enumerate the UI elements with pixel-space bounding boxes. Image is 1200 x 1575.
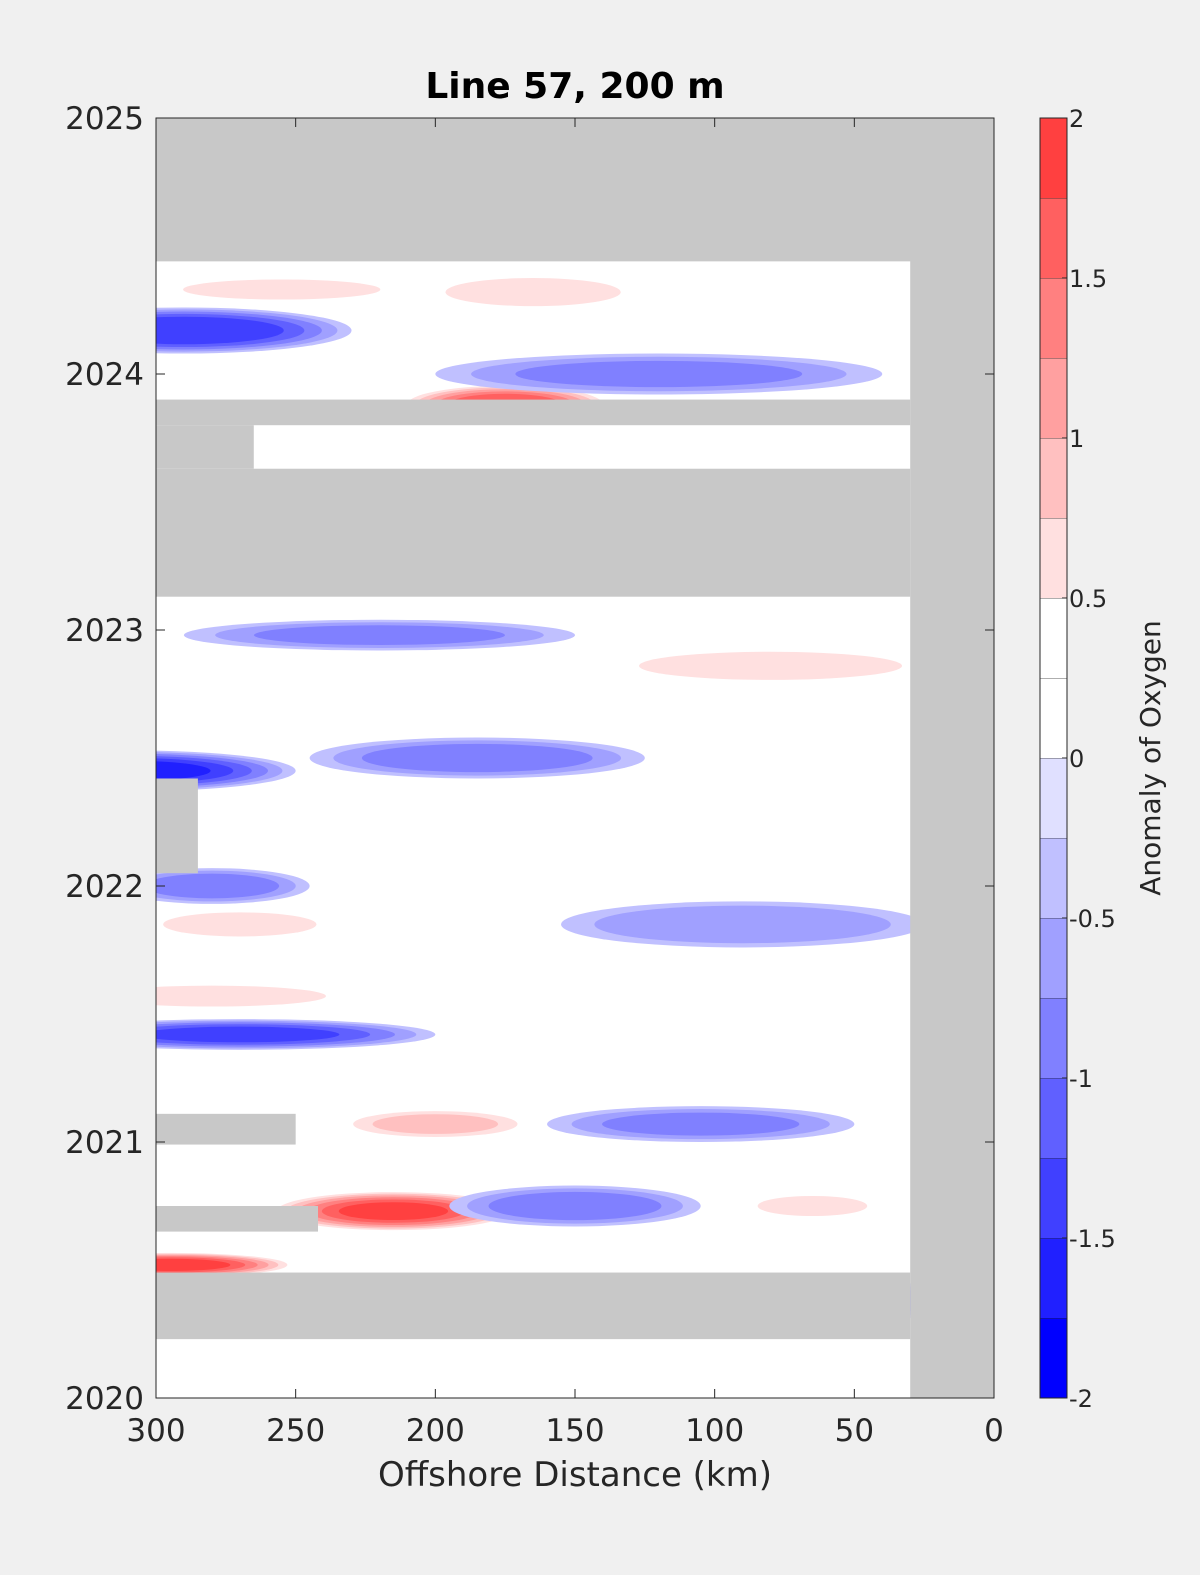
colorbar-tick-label: -1 <box>1069 1065 1093 1093</box>
contour-level <box>156 316 284 345</box>
colorbar-swatch <box>1040 118 1067 198</box>
colorbar-swatches <box>1040 117 1067 1398</box>
contour-level <box>163 912 317 937</box>
colorbar-swatch <box>1040 918 1067 998</box>
contour-level <box>156 985 326 1007</box>
contour-level <box>594 905 891 944</box>
colorbar-swatch <box>1040 438 1067 518</box>
colorbar-tick-label: 0.5 <box>1069 585 1107 613</box>
anomaly-blob <box>561 901 925 948</box>
colorbar-swatch <box>1040 1238 1067 1318</box>
y-tick-label: 2024 <box>65 357 144 393</box>
y-tick-label: 2022 <box>65 869 144 905</box>
x-tick-label: 100 <box>685 1413 744 1449</box>
x-tick-label: 0 <box>984 1413 1004 1449</box>
y-axis-ticks: 2025 2024 2023 2022 2021 2020 <box>65 101 994 1417</box>
anomaly-blob <box>267 1190 520 1232</box>
contour-level <box>156 1026 340 1043</box>
no-data-region <box>910 118 994 1398</box>
contour-level <box>156 873 280 899</box>
no-data-region <box>156 778 198 874</box>
contour-level <box>515 360 803 388</box>
contour-level <box>361 743 593 773</box>
colorbar-swatch <box>1040 838 1067 918</box>
x-tick-label: 250 <box>266 1413 325 1449</box>
x-tick-label: 300 <box>126 1413 185 1449</box>
x-tick-label: 200 <box>406 1413 465 1449</box>
anomaly-blob <box>156 1252 296 1278</box>
no-data-region <box>156 468 911 597</box>
anomaly-blob <box>742 1193 883 1219</box>
anomaly-blob <box>156 983 352 1009</box>
colorbar-swatch <box>1040 998 1067 1078</box>
no-data-region <box>156 1113 296 1145</box>
contour-level <box>156 761 211 781</box>
contour-level <box>156 1258 231 1272</box>
anomaly-blob <box>295 1364 855 1391</box>
x-tick-label: 150 <box>545 1413 604 1449</box>
anomaly-blob <box>156 307 352 354</box>
anomaly-blob <box>421 274 645 310</box>
contour-level <box>602 1112 800 1136</box>
colorbar-label: Anomaly of Oxygen <box>1134 620 1167 896</box>
colorbar-tick-label: 2 <box>1069 105 1084 133</box>
contour-level <box>295 1364 855 1391</box>
no-data-region <box>156 1272 911 1340</box>
y-tick-label: 2025 <box>65 101 144 137</box>
plot-area: 300 250 200 150 100 50 0 202520242023202220212… <box>65 101 1004 1449</box>
colorbar-swatch <box>1040 278 1067 358</box>
contour-level <box>253 625 505 645</box>
no-data-region <box>156 1206 319 1232</box>
colorbar-tick-label: 0 <box>1069 745 1084 773</box>
y-tick-label: 2020 <box>65 1381 144 1417</box>
anomaly-blob <box>602 647 939 684</box>
no-data-region <box>156 118 994 262</box>
y-tick-label: 2021 <box>65 1125 144 1161</box>
anomaly-blob <box>156 909 338 940</box>
colorbar-tick-label: -2 <box>1069 1385 1093 1413</box>
colorbar-tick-label: 1.5 <box>1069 265 1107 293</box>
colorbar-swatch <box>1040 358 1067 438</box>
colorbar: 2 1.5 1 0.5 0 -0.5 -1 -1.5 -2 Anomaly of Oxygen <box>1039 105 1167 1413</box>
contour-level <box>338 1202 449 1221</box>
contour-level <box>639 651 903 680</box>
colorbar-swatch <box>1040 1318 1067 1398</box>
colorbar-swatch <box>1040 1158 1067 1238</box>
anomaly-blob <box>547 1106 855 1142</box>
no-data-region <box>156 425 254 469</box>
x-axis-label: Offshore Distance (km) <box>378 1455 772 1495</box>
contour-level <box>183 279 381 300</box>
x-axis-ticks: 300 250 200 150 100 50 0 <box>126 118 1004 1449</box>
no-data-layer <box>156 118 994 1398</box>
colorbar-swatch <box>1040 758 1067 838</box>
no-data-region <box>156 399 911 426</box>
colorbar-swatch <box>1040 678 1067 758</box>
contour-level <box>488 1191 662 1221</box>
contour-level <box>757 1195 868 1217</box>
anomaly-blob <box>156 750 296 791</box>
chart-title: Line 57, 200 m <box>425 66 724 107</box>
colorbar-swatch <box>1040 198 1067 278</box>
anomaly-blob <box>449 1185 701 1227</box>
anomaly-blob <box>156 276 408 303</box>
anomaly-blob <box>156 1019 436 1050</box>
anomaly-blob <box>435 353 883 395</box>
colorbar-ticks: 2 1.5 1 0.5 0 -0.5 -1 -1.5 -2 <box>1062 105 1116 1413</box>
colorbar-tick-label: -1.5 <box>1069 1225 1116 1253</box>
colorbar-swatch <box>1040 518 1067 598</box>
colorbar-tick-label: 1 <box>1069 425 1084 453</box>
y-tick-label: 2023 <box>65 613 144 649</box>
colorbar-swatch <box>1040 1078 1067 1158</box>
x-tick-label: 50 <box>835 1413 874 1449</box>
contour-level <box>372 1114 499 1134</box>
anomaly-blob <box>156 868 310 904</box>
anomaly-blob <box>337 1108 534 1140</box>
colorbar-tick-label: -0.5 <box>1069 905 1116 933</box>
anomaly-blob <box>183 619 575 651</box>
anomaly-blob <box>309 737 645 779</box>
colorbar-swatch <box>1040 598 1067 678</box>
contour-level <box>445 278 621 307</box>
